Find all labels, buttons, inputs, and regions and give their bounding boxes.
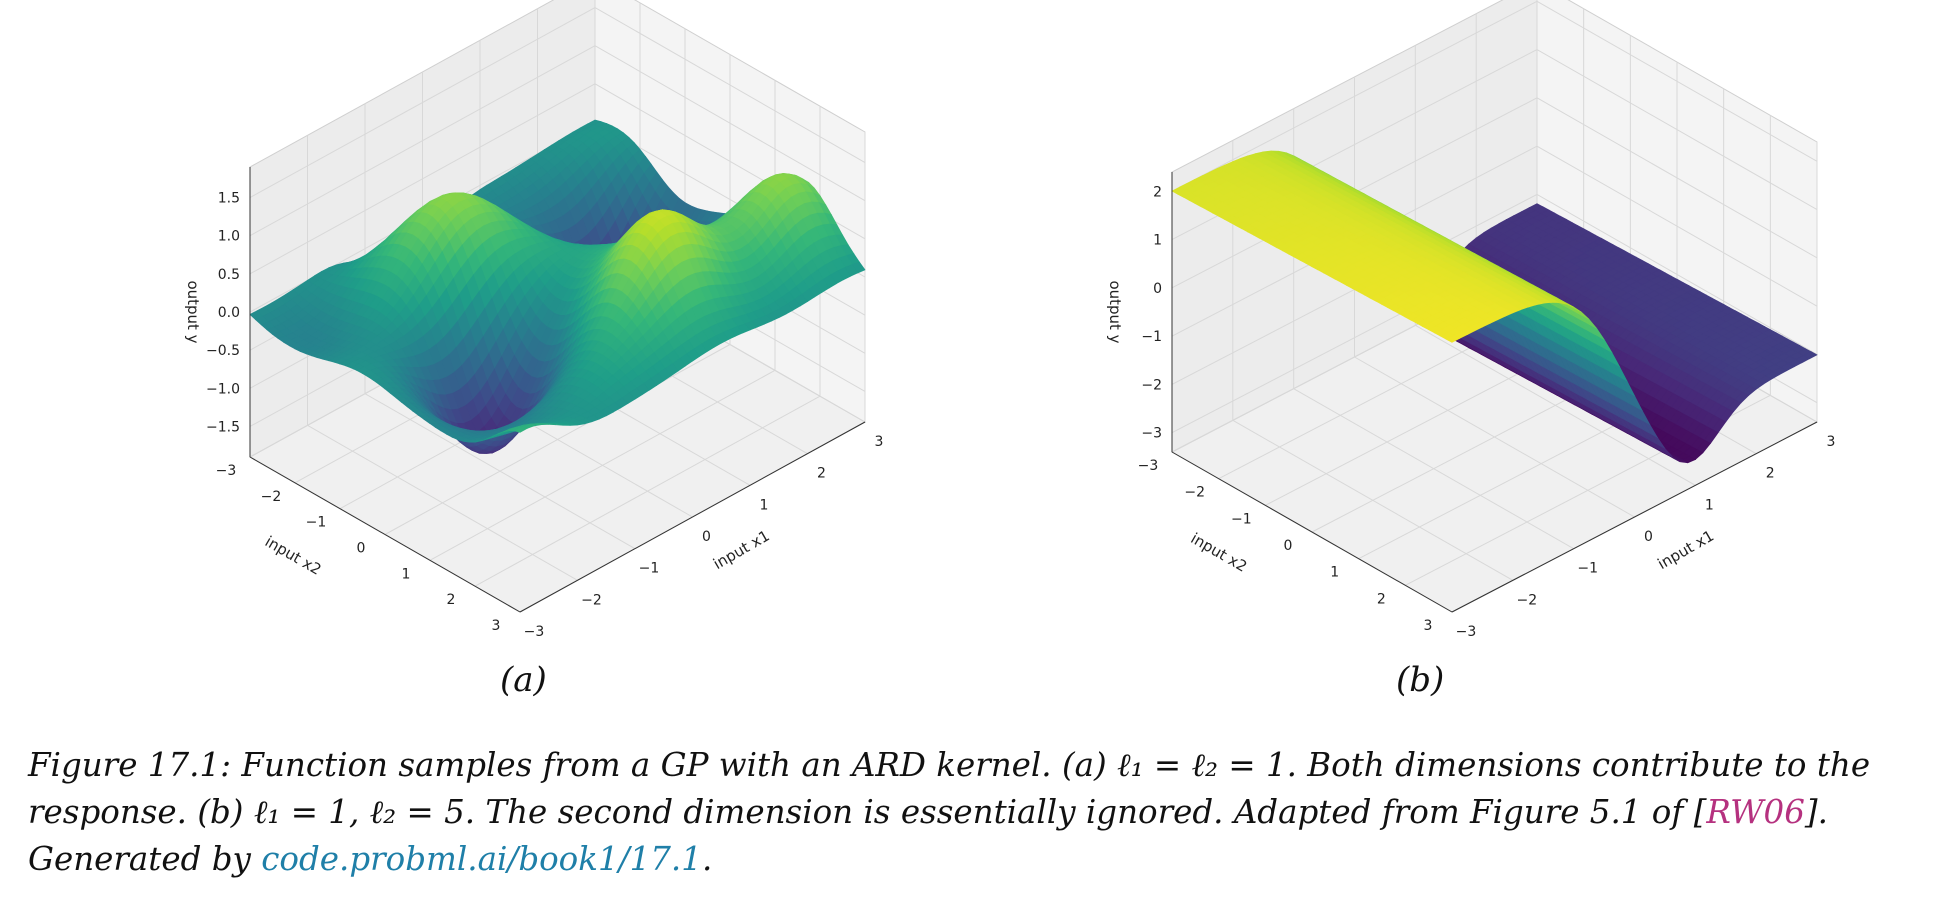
z-tick-label: −1.5 [206, 419, 240, 435]
z-tick-label: 1.0 [218, 229, 240, 245]
grid-line [1536, 0, 1818, 162]
x-axis-line [519, 421, 866, 613]
z-tick-label: −2 [1141, 377, 1162, 393]
z-tick-label: 0.0 [218, 305, 240, 321]
caption-text-middle: ]. Generated by [28, 793, 1828, 878]
code-link[interactable]: code.probml.ai/book1/17.1 [261, 840, 702, 878]
x-tick-label: 3 [1827, 434, 1836, 450]
y-axis-label: input x2 [1188, 529, 1251, 575]
x-tick-label: 2 [1766, 466, 1775, 482]
z-tick-label: −1.0 [206, 381, 240, 397]
y-tick-label: 3 [1424, 618, 1433, 634]
caption-text: Figure 17.1: Function samples from a GP … [28, 746, 1871, 831]
citation-link[interactable]: RW06 [1706, 793, 1805, 831]
surface [249, 119, 866, 454]
grid-line [474, 395, 821, 587]
x-tick-label: 2 [817, 466, 826, 482]
y-tick-label: 0 [1284, 538, 1293, 554]
grid-line [594, 45, 866, 202]
x-tick-label: −2 [1517, 592, 1538, 608]
surface-facet [1445, 334, 1461, 343]
z-tick-label: 2 [1153, 184, 1162, 200]
y-tick-label: −2 [1184, 485, 1205, 501]
y-tick-label: 1 [1330, 565, 1339, 581]
y-tick-label: −1 [1231, 511, 1252, 527]
z-tick-label: 0.5 [218, 267, 240, 283]
grid-line [249, 83, 596, 275]
x-tick-label: 1 [760, 497, 769, 513]
y-axis-label: input x2 [262, 532, 325, 578]
y-axis-line [1171, 451, 1453, 613]
y-tick-label: 0 [357, 541, 366, 557]
y-tick-label: −1 [306, 515, 327, 531]
surface [1171, 150, 1818, 464]
grid-line [1536, 49, 1818, 211]
x-axis-label: input x1 [1655, 527, 1718, 573]
y-tick-label: −2 [261, 489, 282, 505]
z-tick-label: 1 [1153, 233, 1162, 249]
caption-text-end: . [701, 840, 713, 878]
tick-labels: −3 −2 −1 0 1 2 3 −3 −2 −1 0 1 2 3 −1.5 −1.0 −0.5 0.0 0.5 1.… [206, 167, 883, 640]
panel-b: −3 −2 −1 0 1 2 3 −3 −2 −1 0 1 2 3 −3 −2 −1 0 1 2 input x1 inp… [976, 0, 1952, 730]
x-tick-label: −1 [1577, 561, 1598, 577]
surface-plot-b: −3 −2 −1 0 1 2 3 −3 −2 −1 0 1 2 3 −3 −2 −1 0 1 2 input x1 inp… [1106, 0, 1836, 640]
grid-line [1536, 193, 1818, 355]
x-axis-line [1451, 421, 1818, 613]
z-tick-label: −1 [1141, 329, 1162, 345]
y-tick-label: 2 [1377, 591, 1386, 607]
grid-line [1536, 145, 1818, 307]
x-axis-label: input x1 [710, 527, 773, 573]
z-tick-label: −3 [1141, 426, 1162, 442]
z-tick-label: −0.5 [206, 343, 240, 359]
x-tick-label: −1 [639, 561, 660, 577]
y-tick-label: 1 [402, 566, 411, 582]
x-tick-label: −3 [524, 624, 545, 640]
z-axis-label: output y [1106, 280, 1124, 343]
x-tick-label: 3 [875, 434, 884, 450]
y-tick-label: −3 [216, 463, 237, 479]
x-tick-label: 0 [702, 529, 711, 545]
panel-b-label: (b) [1396, 660, 1445, 700]
z-axis-label: output y [184, 280, 202, 343]
tick-labels: −3 −2 −1 0 1 2 3 −3 −2 −1 0 1 2 3 −3 −2 −1 0 1 2 [1138, 172, 1836, 640]
x-tick-label: −2 [581, 592, 602, 608]
x-tick-label: 1 [1705, 497, 1714, 513]
x-tick-label: 0 [1644, 529, 1653, 545]
y-tick-label: −3 [1138, 458, 1159, 474]
y-tick-label: 2 [447, 592, 456, 608]
z-tick-label: 0 [1153, 281, 1162, 297]
surface-facet [513, 426, 529, 433]
panel-a-label: (a) [500, 660, 547, 700]
y-tick-label: 3 [492, 618, 501, 634]
z-tick-label: 1.5 [218, 191, 240, 207]
grid-line [1536, 97, 1818, 259]
y-axis-line [249, 456, 521, 613]
x-tick-label: −3 [1456, 624, 1477, 640]
surface-plot-a: −3 −2 −1 0 1 2 3 −3 −2 −1 0 1 2 3 −1.5 −1.0 −0.5 0.0 0.5 1.… [184, 0, 883, 640]
grid-line [1171, 0, 1538, 192]
grid-line [249, 45, 596, 237]
figure-caption: Figure 17.1: Function samples from a GP … [28, 742, 1928, 883]
grid-line [594, 7, 866, 163]
grid-line [249, 7, 596, 198]
panel-a: −3 −2 −1 0 1 2 3 −3 −2 −1 0 1 2 3 −1.5 −1.0 −0.5 0.0 0.5 1.… [0, 0, 976, 730]
